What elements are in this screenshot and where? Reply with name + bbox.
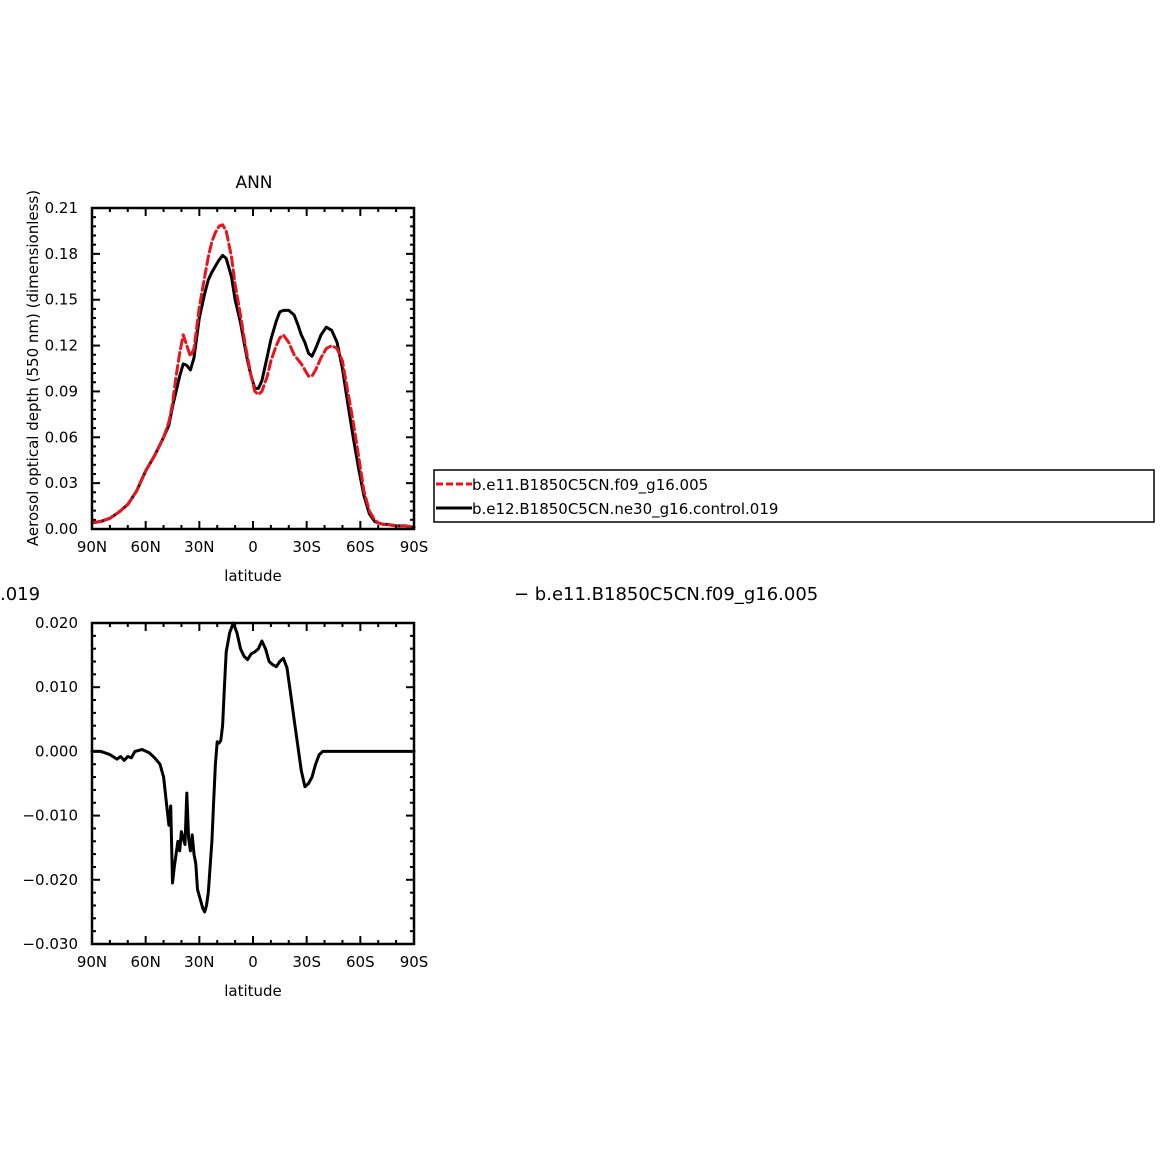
bottom-x-axis-label: latitude: [224, 982, 282, 1000]
legend-label-series-2: b.e12.B1850C5CN.ne30_g16.control.019: [472, 500, 778, 519]
x-tick-label: 0: [248, 538, 258, 556]
x-tick-label: 90S: [400, 953, 429, 971]
x-tick-label: 60S: [346, 953, 375, 971]
y-tick-label: 0.18: [45, 245, 78, 263]
clipped-left-label: .019: [0, 584, 40, 605]
x-tick-label: 30S: [292, 538, 321, 556]
y-tick-label: 0.09: [45, 382, 78, 400]
x-tick-label: 30N: [184, 953, 214, 971]
x-tick-label: 30N: [184, 538, 214, 556]
bottom-ticks: [91, 622, 415, 945]
bottom-y-tick-labels: −0.030 −0.020 −0.010 0.000 0.010 0.020: [22, 614, 78, 953]
panel-2-series-line-1: [90, 621, 416, 914]
y-tick-label: 0.21: [45, 199, 78, 217]
x-tick-label: 30S: [292, 953, 321, 971]
y-tick-label: 0.15: [45, 291, 78, 309]
y-tick-label: 0.03: [45, 474, 78, 492]
bottom-x-tick-labels: 90N 60N 30N 0 30S 60S 90S: [77, 953, 428, 971]
legend: b.e11.B1850C5CN.f09_g16.005 b.e12.B1850C…: [433, 469, 1155, 523]
panel-1-series-line-2: [90, 253, 416, 529]
top-y-axis-label: Aerosol optical depth (550 nm) (dimensio…: [24, 190, 42, 546]
y-tick-label: 0.000: [35, 742, 78, 760]
y-tick-label: −0.020: [22, 871, 78, 889]
legend-label-series-1: b.e11.B1850C5CN.f09_g16.005: [472, 476, 708, 495]
x-tick-label: 60S: [346, 538, 375, 556]
bottom-panel: −0.030 −0.020 −0.010 0.000 0.010 0.020 90N 60N…: [22, 614, 428, 1000]
y-tick-label: −0.030: [22, 935, 78, 953]
x-tick-label: 90N: [77, 953, 107, 971]
y-tick-label: 0.00: [45, 520, 78, 538]
top-y-tick-labels: 0.00 0.03 0.06 0.09 0.12 0.15 0.18 0.21: [45, 199, 78, 538]
top-x-tick-labels: 90N 60N 30N 0 30S 60S 90S: [77, 538, 428, 556]
top-series-group: [90, 223, 416, 529]
y-tick-label: 0.06: [45, 428, 78, 446]
top-title: ANN: [235, 173, 272, 193]
bottom-series-group: [90, 621, 416, 914]
x-tick-label: 60N: [131, 538, 161, 556]
clipped-right-legend: − b.e11.B1850C5CN.f09_g16.005: [514, 584, 818, 605]
y-tick-label: 0.12: [45, 337, 78, 355]
legend-box: [433, 469, 1155, 523]
top-ticks: [91, 207, 415, 530]
bottom-plot-frame: [90, 621, 416, 946]
x-tick-label: 0: [248, 953, 258, 971]
x-tick-label: 90N: [77, 538, 107, 556]
panel-1-series-line-1: [90, 223, 416, 529]
y-tick-label: 0.020: [35, 614, 78, 632]
top-panel: ANN 0.00 0.03 0.06 0.09 0.12 0.15 0.18 0.21 90N…: [24, 173, 428, 585]
x-tick-label: 60N: [131, 953, 161, 971]
top-x-axis-label: latitude: [224, 567, 282, 585]
y-tick-label: −0.010: [22, 807, 78, 825]
y-tick-label: 0.010: [35, 678, 78, 696]
x-tick-label: 90S: [400, 538, 429, 556]
